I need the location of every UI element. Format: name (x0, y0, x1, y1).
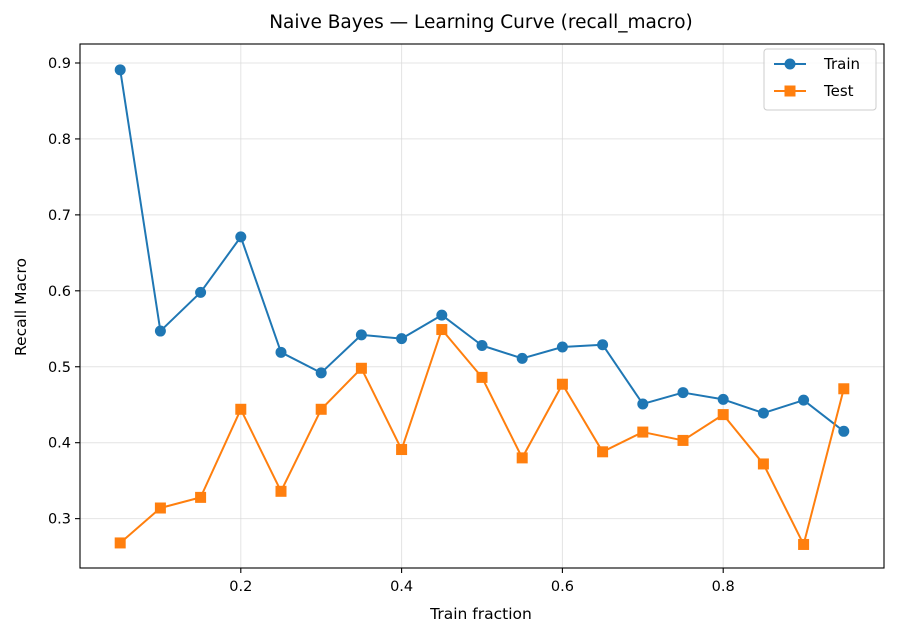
test-point (717, 409, 729, 421)
train-point (556, 341, 568, 353)
grid-layer (80, 44, 884, 568)
test-point (355, 362, 367, 374)
x-tick-label: 0.2 (229, 579, 252, 595)
train-point (275, 346, 287, 358)
legend-item-train: Train (774, 55, 860, 73)
train-point (235, 231, 247, 243)
train-point (315, 367, 327, 379)
test-point (798, 538, 810, 550)
x-axis-label: Train fraction (429, 605, 532, 623)
test-point (597, 446, 609, 458)
test-point (637, 426, 649, 438)
test-point (315, 403, 327, 415)
legend-item-test: Test (774, 82, 854, 100)
y-tick-label: 0.4 (48, 436, 71, 452)
legend: Train Test (763, 48, 877, 111)
x-tick-label: 0.6 (551, 579, 574, 595)
series-train (114, 64, 850, 437)
train-point (757, 407, 769, 419)
series-layer (114, 64, 850, 550)
x-tick-label: 0.8 (712, 579, 735, 595)
train-point (717, 393, 729, 405)
test-point (757, 458, 769, 470)
legend-swatch-marker (784, 85, 796, 97)
test-point (476, 371, 488, 383)
test-point (154, 502, 166, 514)
train-point (476, 339, 488, 351)
train-point (798, 394, 810, 406)
test-point (516, 452, 528, 464)
train-point (396, 333, 408, 345)
y-tick-label: 0.8 (48, 132, 71, 148)
test-point (114, 537, 126, 549)
train-point (154, 325, 166, 337)
test-point (436, 324, 448, 336)
series-test (114, 324, 850, 550)
legend-swatch-marker (784, 58, 796, 70)
y-tick-label: 0.7 (48, 208, 71, 224)
test-point (396, 444, 408, 456)
train-point (838, 425, 850, 437)
x-tick-label: 0.4 (390, 579, 413, 595)
train-point (114, 64, 126, 76)
test-series-line (119, 328, 845, 546)
legend-label: Test (823, 82, 854, 100)
test-point (556, 378, 568, 390)
y-axis-label: Recall Macro (12, 258, 30, 356)
test-point (195, 491, 207, 503)
chart-title: Naive Bayes — Learning Curve (recall_mac… (269, 12, 693, 33)
test-point (677, 434, 689, 446)
legend-label: Train (823, 55, 860, 73)
train-point (355, 329, 367, 341)
train-point (436, 309, 448, 321)
train-point (677, 387, 689, 399)
train-point (597, 339, 609, 351)
y-tick-label: 0.3 (48, 512, 71, 528)
train-point (195, 286, 207, 298)
test-point (235, 403, 247, 415)
plot-frame (79, 43, 885, 569)
test-point (275, 485, 287, 497)
axes-layer: 0.2 0.4 0.6 0.8 0.3 0.4 0.5 0.6 0.7 0.8 0.9 (48, 43, 885, 595)
test-point (838, 383, 850, 395)
y-tick-label: 0.5 (48, 360, 71, 376)
y-tick-label: 0.6 (48, 284, 71, 300)
y-tick-label: 0.9 (48, 56, 71, 72)
train-point (637, 398, 649, 410)
train-point (516, 352, 528, 364)
